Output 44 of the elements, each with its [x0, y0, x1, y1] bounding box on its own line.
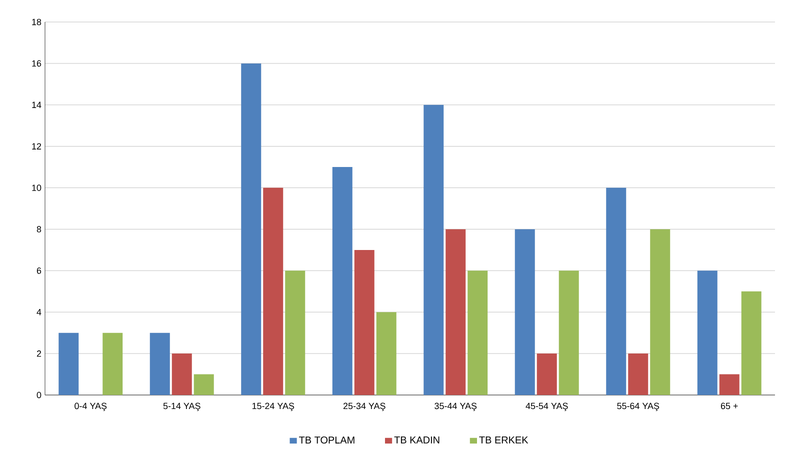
bar — [354, 250, 374, 395]
bar — [102, 332, 123, 395]
bar — [741, 291, 762, 395]
legend-label: TB ERKEK — [479, 436, 528, 444]
x-tick-label: 15-24 YAŞ — [252, 402, 294, 411]
y-tick-label: 8 — [36, 226, 42, 232]
x-tick-label: 65 + — [720, 402, 738, 410]
bar — [285, 270, 306, 395]
y-tick-label: 10 — [32, 184, 42, 191]
bar — [446, 229, 466, 395]
bar — [650, 229, 670, 395]
x-tick-label: 55-64 YAŞ — [617, 402, 660, 411]
bar — [514, 229, 535, 395]
bar — [58, 332, 79, 395]
bar — [468, 270, 488, 395]
x-tick-label: 45-54 YAŞ — [526, 402, 568, 411]
legend-label: TB TOPLAM — [299, 436, 354, 444]
y-tick-label: 12 — [32, 143, 42, 150]
y-tick-label: 6 — [36, 267, 42, 274]
x-tick-label: 5-14 YAŞ — [163, 402, 200, 411]
x-tick-label: 25-34 YAŞ — [343, 402, 386, 411]
legend-label: TB KADIN — [394, 436, 440, 444]
bar — [376, 312, 396, 395]
y-tick-label: 14 — [32, 102, 42, 108]
y-tick-label: 2 — [36, 350, 42, 357]
bar — [194, 374, 214, 395]
bar — [719, 374, 740, 395]
y-tick-label: 4 — [36, 309, 42, 316]
bar — [697, 270, 718, 395]
x-tick-label: 35-44 YAŞ — [434, 402, 477, 411]
y-tick-label: 0 — [36, 392, 42, 398]
bar — [150, 332, 170, 395]
bar — [332, 167, 352, 395]
x-tick-label: 0-4 YAŞ — [74, 402, 107, 411]
bar — [606, 188, 626, 395]
bar — [536, 354, 557, 395]
bar — [628, 354, 648, 395]
bar — [172, 354, 192, 395]
bar — [241, 63, 262, 395]
bar — [263, 188, 284, 395]
y-tick-label: 18 — [32, 18, 42, 26]
bar — [424, 104, 444, 395]
bar — [558, 270, 579, 395]
y-tick-label: 16 — [32, 60, 42, 67]
